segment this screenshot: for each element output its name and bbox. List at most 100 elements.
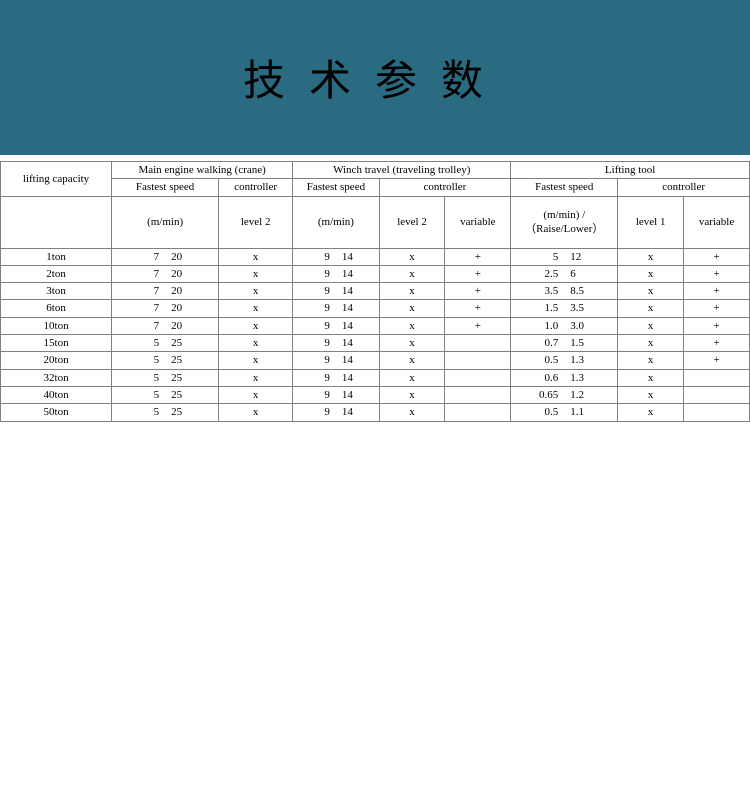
cell-wt-l2: x bbox=[379, 386, 445, 403]
cell-capacity: 50ton bbox=[1, 404, 112, 421]
cell-lt-var bbox=[684, 404, 750, 421]
cell-lt-l1: x bbox=[618, 248, 684, 265]
cell-me-speed: 525 bbox=[112, 369, 219, 386]
table-row: 40ton525x914x0.651.2x bbox=[1, 386, 750, 403]
spec-table: lifting capacity Main engine walking (cr… bbox=[0, 161, 750, 422]
cell-me-speed: 720 bbox=[112, 317, 219, 334]
cell-me-ctrl: x bbox=[219, 335, 293, 352]
cell-me-speed: 525 bbox=[112, 386, 219, 403]
cell-lt-l1: x bbox=[618, 283, 684, 300]
cell-lt-l1: x bbox=[618, 335, 684, 352]
col-main-engine: Main engine walking (crane) bbox=[112, 162, 293, 179]
cell-wt-var bbox=[445, 386, 511, 403]
table-row: 32ton525x914x0.61.3x bbox=[1, 369, 750, 386]
unit-lt-speed: (m/min) /（Raise/Lower） bbox=[511, 196, 618, 248]
cell-capacity: 6ton bbox=[1, 300, 112, 317]
cell-wt-l2: x bbox=[379, 317, 445, 334]
cell-lt-speed: 3.58.5 bbox=[511, 283, 618, 300]
cell-lt-speed: 1.53.5 bbox=[511, 300, 618, 317]
table-row: 1ton720x914x+512x+ bbox=[1, 248, 750, 265]
cell-lt-speed: 0.51.3 bbox=[511, 352, 618, 369]
cell-wt-l2: x bbox=[379, 369, 445, 386]
cell-me-ctrl: x bbox=[219, 265, 293, 282]
cell-wt-var bbox=[445, 404, 511, 421]
cell-me-speed: 720 bbox=[112, 300, 219, 317]
col-lt-ctrl: controller bbox=[618, 179, 750, 196]
table-row: 50ton525x914x0.51.1x bbox=[1, 404, 750, 421]
cell-me-speed: 525 bbox=[112, 335, 219, 352]
cell-lt-speed: 1.03.0 bbox=[511, 317, 618, 334]
title-banner: 技术参数 bbox=[0, 0, 750, 155]
cell-wt-var: + bbox=[445, 265, 511, 282]
cell-wt-var: + bbox=[445, 248, 511, 265]
cell-lt-var: + bbox=[684, 248, 750, 265]
cell-lt-speed: 0.71.5 bbox=[511, 335, 618, 352]
cell-wt-speed: 914 bbox=[293, 283, 379, 300]
cell-me-ctrl: x bbox=[219, 248, 293, 265]
col-me-speed: Fastest speed bbox=[112, 179, 219, 196]
cell-capacity: 3ton bbox=[1, 283, 112, 300]
cell-wt-var: + bbox=[445, 283, 511, 300]
cell-lt-speed: 0.61.3 bbox=[511, 369, 618, 386]
cell-wt-speed: 914 bbox=[293, 404, 379, 421]
cell-lt-speed: 0.651.2 bbox=[511, 386, 618, 403]
table-body: 1ton720x914x+512x+2ton720x914x+2.56x+3to… bbox=[1, 248, 750, 421]
cell-me-speed: 720 bbox=[112, 283, 219, 300]
cell-lt-speed: 512 bbox=[511, 248, 618, 265]
unit-lt-var: variable bbox=[684, 196, 750, 248]
cell-lt-var: + bbox=[684, 265, 750, 282]
page-title: 技术参数 bbox=[243, 47, 507, 108]
unit-blank bbox=[1, 196, 112, 248]
table-row: 2ton720x914x+2.56x+ bbox=[1, 265, 750, 282]
cell-wt-l2: x bbox=[379, 265, 445, 282]
col-winch: Winch travel (traveling trolley) bbox=[293, 162, 511, 179]
cell-capacity: 32ton bbox=[1, 369, 112, 386]
unit-wt-l2: level 2 bbox=[379, 196, 445, 248]
cell-lt-l1: x bbox=[618, 386, 684, 403]
table-row: 6ton720x914x+1.53.5x+ bbox=[1, 300, 750, 317]
cell-me-ctrl: x bbox=[219, 352, 293, 369]
cell-wt-var: + bbox=[445, 317, 511, 334]
cell-lt-var: + bbox=[684, 283, 750, 300]
cell-me-ctrl: x bbox=[219, 369, 293, 386]
cell-wt-l2: x bbox=[379, 248, 445, 265]
col-me-ctrl: controller bbox=[219, 179, 293, 196]
cell-lt-var: + bbox=[684, 335, 750, 352]
cell-lt-l1: x bbox=[618, 265, 684, 282]
cell-capacity: 1ton bbox=[1, 248, 112, 265]
cell-me-ctrl: x bbox=[219, 404, 293, 421]
unit-lt-l1: level 1 bbox=[618, 196, 684, 248]
cell-wt-var bbox=[445, 369, 511, 386]
cell-lt-var bbox=[684, 386, 750, 403]
cell-me-ctrl: x bbox=[219, 300, 293, 317]
col-capacity: lifting capacity bbox=[1, 162, 112, 197]
table-row: 20ton525x914x0.51.3x+ bbox=[1, 352, 750, 369]
cell-wt-l2: x bbox=[379, 335, 445, 352]
cell-lt-var: + bbox=[684, 352, 750, 369]
cell-wt-speed: 914 bbox=[293, 335, 379, 352]
cell-capacity: 40ton bbox=[1, 386, 112, 403]
table-header: lifting capacity Main engine walking (cr… bbox=[1, 162, 750, 249]
cell-wt-speed: 914 bbox=[293, 352, 379, 369]
cell-me-ctrl: x bbox=[219, 386, 293, 403]
cell-lt-l1: x bbox=[618, 317, 684, 334]
cell-me-speed: 525 bbox=[112, 404, 219, 421]
cell-lt-var: + bbox=[684, 317, 750, 334]
cell-me-ctrl: x bbox=[219, 317, 293, 334]
cell-wt-speed: 914 bbox=[293, 265, 379, 282]
unit-me-speed: (m/min) bbox=[112, 196, 219, 248]
cell-lt-speed: 0.51.1 bbox=[511, 404, 618, 421]
table-row: 15ton525x914x0.71.5x+ bbox=[1, 335, 750, 352]
cell-lt-speed: 2.56 bbox=[511, 265, 618, 282]
cell-wt-speed: 914 bbox=[293, 300, 379, 317]
cell-wt-var bbox=[445, 352, 511, 369]
cell-me-ctrl: x bbox=[219, 283, 293, 300]
cell-wt-speed: 914 bbox=[293, 386, 379, 403]
unit-me-ctrl: level 2 bbox=[219, 196, 293, 248]
cell-wt-var: + bbox=[445, 300, 511, 317]
unit-wt-speed: (m/min) bbox=[293, 196, 379, 248]
cell-lt-l1: x bbox=[618, 352, 684, 369]
cell-me-speed: 720 bbox=[112, 248, 219, 265]
cell-lt-l1: x bbox=[618, 404, 684, 421]
cell-capacity: 15ton bbox=[1, 335, 112, 352]
